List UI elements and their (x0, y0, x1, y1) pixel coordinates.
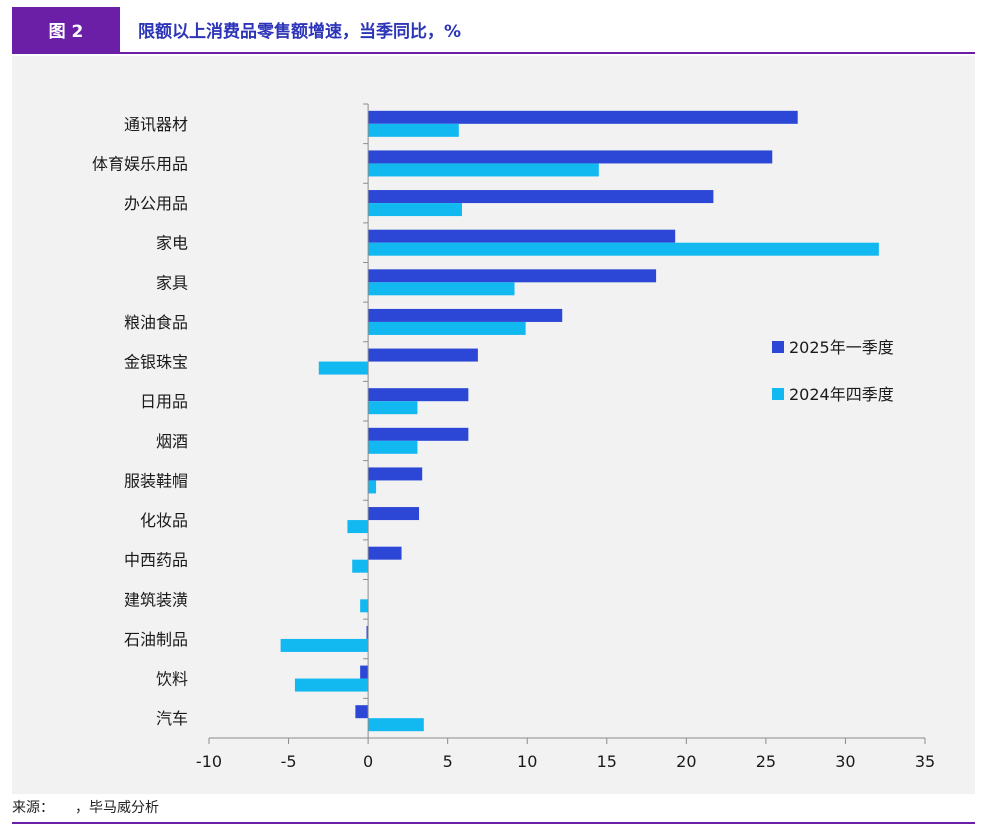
bar-series2-10 (347, 520, 369, 534)
source-note: 来源： ，毕马威分析 (12, 800, 159, 816)
axes: -10 -5 0 5 10 15 20 25 30 35 (196, 103, 935, 771)
x-tick-label: -10 (196, 752, 222, 771)
x-tick-label: 25 (756, 752, 776, 771)
x-tick-label: 30 (835, 752, 855, 771)
bar-series2-8 (368, 440, 418, 454)
x-tick-label: 20 (676, 752, 696, 771)
category-label: 烟酒 (156, 432, 188, 451)
bar-series1-5 (368, 308, 563, 322)
bar-series1-7 (368, 388, 469, 402)
bar-series2-9 (368, 480, 377, 494)
bar-series1-9 (368, 467, 423, 481)
category-label: 化妆品 (140, 511, 188, 530)
bar-chart: -10 -5 0 5 10 15 20 25 30 35 通讯器材体育娱乐用品办公用品家电家具粮油… (92, 103, 935, 771)
bar-series2-6 (318, 361, 369, 375)
bar-series1-3 (368, 229, 676, 243)
bar-series2-0 (368, 123, 459, 137)
category-label: 家电 (156, 234, 188, 253)
legend: 2025年一季度 2024年四季度 (772, 338, 894, 404)
category-label: 石油制品 (124, 630, 188, 649)
bar-series1-11 (368, 546, 402, 560)
bar-series1-4 (368, 269, 657, 283)
bar-series1-13 (366, 625, 369, 639)
header: 图 2 限额以上消费品零售额增速，当季同比，% (0, 0, 983, 54)
bar-series1-15 (355, 705, 369, 719)
bar-series1-14 (360, 665, 369, 679)
bars-layer (280, 110, 879, 732)
x-tick-label: -5 (281, 752, 297, 771)
x-tick-label: 15 (597, 752, 617, 771)
bar-series2-12 (360, 599, 369, 613)
bar-series2-13 (280, 638, 369, 652)
category-label: 家具 (156, 273, 188, 292)
bar-series2-1 (368, 163, 599, 177)
footer-divider (12, 822, 975, 824)
bar-series2-7 (368, 401, 418, 415)
bar-series2-14 (294, 678, 369, 692)
x-tick-label: 0 (363, 752, 373, 771)
bar-series2-11 (352, 559, 369, 573)
x-tick-label: 35 (915, 752, 935, 771)
category-label: 日用品 (140, 392, 188, 411)
legend-label-1: 2025年一季度 (789, 338, 894, 357)
category-label: 饮料 (156, 670, 188, 689)
bar-series2-15 (368, 718, 424, 732)
category-label: 服装鞋帽 (124, 471, 188, 490)
category-label: 通讯器材 (124, 115, 188, 134)
bar-series2-2 (368, 203, 462, 217)
chart-panel: -10 -5 0 5 10 15 20 25 30 35 通讯器材体育娱乐用品办公用品家电家具粮油… (12, 56, 975, 794)
category-label: 中西药品 (124, 551, 188, 570)
category-label: 粮油食品 (124, 313, 188, 332)
legend-label-2: 2024年四季度 (789, 385, 894, 404)
category-label: 办公用品 (124, 194, 188, 213)
bar-series1-8 (368, 427, 469, 441)
bar-series2-3 (368, 242, 879, 256)
category-labels: 通讯器材体育娱乐用品办公用品家电家具粮油食品金银珠宝日用品烟酒服装鞋帽化妆品中西… (92, 115, 188, 728)
figure-badge: 图 2 (12, 7, 120, 52)
legend-swatch-1 (772, 341, 784, 353)
category-label: 金银珠宝 (124, 353, 188, 372)
category-label: 建筑装潢 (124, 590, 188, 609)
x-tick-label: 10 (517, 752, 537, 771)
chart-title: 限额以上消费品零售额增速，当季同比，% (138, 22, 462, 42)
bar-series1-6 (368, 348, 478, 362)
category-label: 体育娱乐用品 (92, 154, 188, 173)
category-label: 汽车 (156, 709, 188, 728)
bar-series2-5 (368, 321, 526, 335)
legend-swatch-2 (772, 388, 784, 400)
bar-series2-4 (368, 282, 515, 296)
x-tick-label: 5 (443, 752, 453, 771)
bar-series1-2 (368, 190, 714, 204)
header-divider (12, 52, 975, 54)
bar-series1-0 (368, 110, 798, 124)
bar-series1-1 (368, 150, 773, 164)
bar-series1-10 (368, 507, 420, 521)
